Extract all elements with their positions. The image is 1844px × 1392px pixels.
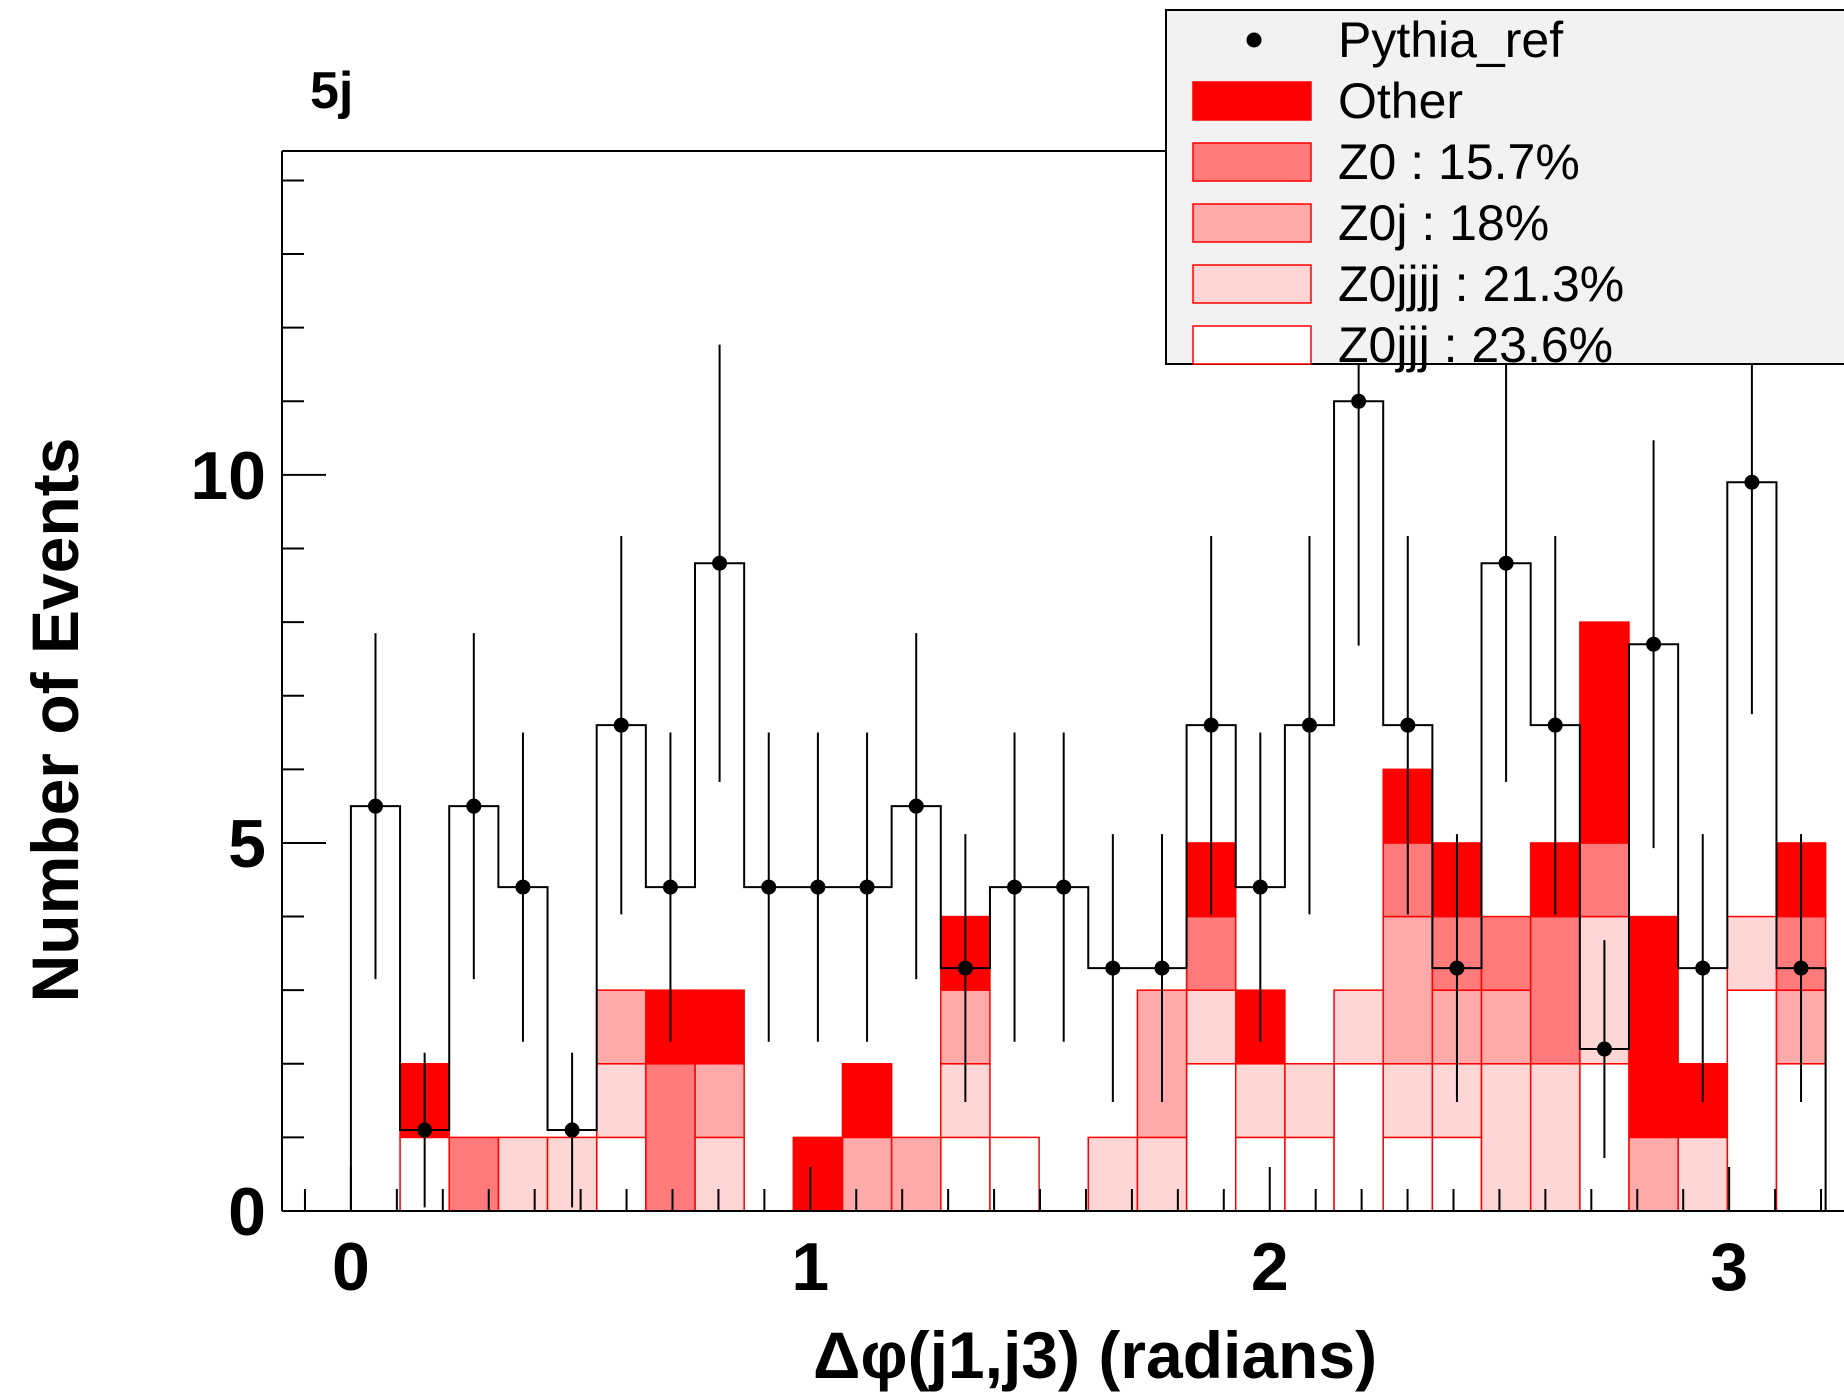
- bar-s0-b20: [1333, 1063, 1384, 1212]
- bar-s1-b5: [595, 1063, 647, 1139]
- bar-s1-b17: [1185, 989, 1237, 1065]
- legend-label-4: Z0jjjj : 21.3%: [1338, 256, 1624, 312]
- x-tick-label-1: 1: [791, 1229, 829, 1305]
- bar-s2-b10: [841, 1136, 893, 1212]
- bar-s4-b26: [1628, 915, 1679, 1139]
- bar-s3-b17: [1185, 915, 1237, 991]
- ref-point-12: [957, 960, 973, 976]
- ref-point-2: [466, 798, 482, 814]
- ref-point-26: [1646, 636, 1662, 652]
- ref-point-0: [367, 798, 383, 814]
- bar-s1-b28: [1726, 915, 1778, 991]
- x-tick-label-3: 3: [1710, 1229, 1748, 1305]
- y-axis-title: Number of Events: [18, 438, 92, 1003]
- legend-marker-reference: [1246, 32, 1262, 48]
- ref-point-23: [1498, 555, 1514, 571]
- bar-s1-b7: [694, 1136, 745, 1212]
- bar-s1-b3: [497, 1136, 549, 1212]
- bar-s2-b23: [1480, 989, 1532, 1065]
- ref-point-18: [1252, 879, 1268, 895]
- bar-s1-b18: [1234, 1063, 1286, 1139]
- ref-point-25: [1596, 1041, 1612, 1057]
- bar-s3-b23: [1480, 915, 1532, 991]
- ref-point-6: [662, 879, 678, 895]
- x-tick-label-0: 0: [332, 1229, 370, 1305]
- bar-s1-b15: [1087, 1136, 1139, 1212]
- ref-point-27: [1695, 960, 1711, 976]
- ref-point-19: [1301, 717, 1317, 733]
- ref-point-5: [613, 717, 629, 733]
- ref-point-4: [564, 1122, 580, 1138]
- ref-point-22: [1449, 960, 1465, 976]
- bar-s0-b17: [1185, 1063, 1237, 1212]
- bar-s4-b7: [694, 989, 745, 1065]
- bar-s2-b11: [890, 1136, 942, 1212]
- x-axis-title: Δφ(j1,j3) (radians): [813, 1318, 1377, 1392]
- x-axis-ticks: 0 1 2 3: [303, 1167, 1823, 1305]
- bar-s3-b2: [448, 1136, 500, 1212]
- y-tick-label-10: 10: [190, 438, 266, 514]
- legend-swatch-4: [1192, 264, 1312, 304]
- bar-s1-b21: [1382, 1063, 1434, 1139]
- legend-swatch-2: [1192, 142, 1312, 182]
- legend-label-0: Pythia_ref: [1338, 12, 1563, 68]
- legend-label-2: Z0 : 15.7%: [1338, 134, 1580, 190]
- ref-point-17: [1203, 717, 1219, 733]
- bar-s0-b13: [989, 1136, 1040, 1212]
- chart-title: 5j: [310, 62, 353, 120]
- ref-point-15: [1105, 960, 1121, 976]
- y-tick-label-0: 0: [228, 1174, 266, 1250]
- ref-point-3: [515, 879, 531, 895]
- bar-s2-b5: [595, 989, 647, 1065]
- y-tick-label-5: 5: [228, 806, 266, 882]
- legend-swatch-5: [1192, 325, 1312, 365]
- ref-point-29: [1793, 960, 1809, 976]
- ref-point-21: [1400, 717, 1416, 733]
- bar-s0-b5: [595, 1136, 647, 1212]
- bar-s4-b25: [1579, 621, 1630, 844]
- ref-point-24: [1547, 717, 1563, 733]
- bar-s1-b24: [1529, 1063, 1581, 1212]
- ref-point-9: [810, 879, 826, 895]
- legend-label-5: Z0jjj : 23.6%: [1338, 317, 1613, 373]
- bar-s1-b23: [1480, 1063, 1532, 1212]
- ref-point-1: [417, 1122, 433, 1138]
- bar-s4-b9: [792, 1136, 844, 1212]
- ref-point-14: [1056, 879, 1072, 895]
- bar-s0-b22: [1431, 1136, 1483, 1212]
- legend-label-1: Other: [1338, 73, 1463, 129]
- ref-point-28: [1744, 474, 1760, 490]
- bar-s3-b25: [1579, 842, 1630, 918]
- bar-s0-b18: [1234, 1136, 1286, 1212]
- bar-s1-b16: [1136, 1136, 1188, 1212]
- legend-swatch-1: [1192, 81, 1312, 121]
- bar-s2-b7: [694, 1063, 745, 1139]
- ref-point-8: [761, 879, 777, 895]
- ref-point-16: [1154, 960, 1170, 976]
- reference-points-layer: [367, 393, 1809, 1138]
- ref-point-20: [1351, 393, 1367, 409]
- bar-s1-b27: [1677, 1136, 1729, 1212]
- ref-point-13: [1007, 879, 1023, 895]
- ref-point-11: [908, 798, 924, 814]
- legend-label-3: Z0j : 18%: [1338, 195, 1549, 251]
- bar-s4-b10: [841, 1063, 893, 1139]
- bar-s3-b24: [1529, 915, 1581, 1065]
- ref-point-10: [859, 879, 875, 895]
- bar-s1-b20: [1333, 989, 1384, 1065]
- legend-swatch-3: [1192, 203, 1312, 243]
- x-tick-label-2: 2: [1251, 1229, 1289, 1305]
- legend-box: [1165, 9, 1844, 365]
- bar-s0-b28: [1726, 989, 1778, 1212]
- bar-s1-b19: [1284, 1063, 1335, 1139]
- bar-s3-b6: [645, 1063, 696, 1212]
- y-axis-ticks: 0 5 10: [190, 179, 326, 1250]
- ref-point-7: [712, 555, 728, 571]
- bar-s0-b19: [1284, 1136, 1335, 1212]
- bar-s2-b21: [1382, 915, 1434, 1065]
